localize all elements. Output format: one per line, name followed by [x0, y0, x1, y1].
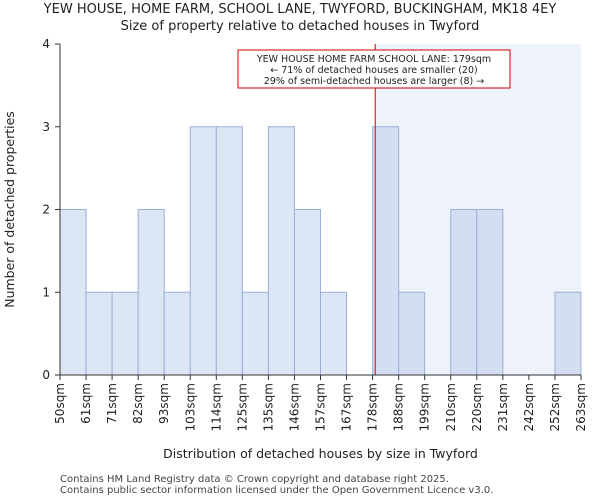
- x-tick-label: 263sqm: [574, 383, 588, 431]
- y-tick-label: 1: [42, 285, 50, 299]
- histogram-bar: [241, 291, 269, 376]
- x-tick-label: 50sqm: [53, 383, 67, 424]
- footer-licence: Contains public sector information licen…: [60, 485, 494, 496]
- histogram-bar: [398, 291, 426, 376]
- chart-title: YEW HOUSE, HOME FARM, SCHOOL LANE, TWYFO…: [43, 2, 557, 17]
- histogram-bar: [267, 126, 295, 376]
- y-tick-label: 4: [42, 37, 50, 51]
- x-tick-label: 135sqm: [261, 383, 275, 431]
- histogram-bar: [320, 291, 348, 376]
- histogram-bar: [450, 209, 478, 376]
- y-tick-label: 3: [42, 120, 50, 134]
- x-tick-label: 210sqm: [444, 383, 458, 431]
- histogram-chart: 0 1 2 3 4 50sqm 61sqm 71sqm 82sqm 93sqm 103sqm 114s…: [2, 37, 588, 461]
- x-tick-label: 188sqm: [392, 383, 406, 431]
- x-tick-label: 231sqm: [496, 383, 510, 431]
- x-axis-label: Distribution of detached houses by size …: [163, 446, 478, 461]
- x-tick-label: 252sqm: [548, 383, 562, 431]
- x-tick-label: 178sqm: [366, 383, 380, 431]
- histogram-bar: [554, 291, 582, 376]
- x-tick-label: 61sqm: [79, 383, 93, 424]
- annotation-box: [237, 49, 511, 89]
- x-tick-label: 125sqm: [235, 383, 249, 431]
- histogram-bar: [111, 291, 139, 376]
- chart-subtitle: Size of property relative to detached ho…: [120, 19, 480, 34]
- footer-copyright: Contains HM Land Registry data © Crown c…: [60, 474, 449, 485]
- histogram-bar: [189, 126, 217, 376]
- x-tick-label: 242sqm: [522, 383, 536, 431]
- x-tick-label: 71sqm: [105, 383, 119, 424]
- histogram-bar: [476, 209, 504, 376]
- x-tick-label: 199sqm: [418, 383, 432, 431]
- x-tick-label: 93sqm: [157, 383, 171, 424]
- annotation-line-2: ← 71% of detached houses are smaller (20…: [270, 65, 477, 76]
- histogram-bar: [215, 126, 243, 376]
- histogram-bar: [85, 291, 113, 376]
- histogram-bar: [293, 209, 322, 376]
- x-tick-label: 82sqm: [131, 383, 145, 424]
- histogram-bar: [372, 126, 400, 376]
- annotation-line-3: 29% of semi-detached houses are larger (…: [264, 76, 484, 87]
- histogram-bar: [137, 209, 165, 376]
- x-tick-label: 103sqm: [183, 383, 197, 431]
- x-tick-label: 114sqm: [209, 383, 223, 431]
- x-tick-label: 220sqm: [470, 383, 484, 431]
- y-tick-label: 2: [42, 203, 50, 217]
- y-tick-label: 0: [42, 368, 50, 382]
- annotation-line-1: YEW HOUSE HOME FARM SCHOOL LANE: 179sqm: [256, 54, 491, 65]
- histogram-bar: [163, 291, 191, 376]
- histogram-bar: [59, 209, 87, 376]
- x-tick-label: 167sqm: [340, 383, 354, 431]
- y-axis-label: Number of detached properties: [2, 111, 17, 308]
- x-tick-label: 146sqm: [287, 383, 301, 431]
- x-tick-label: 157sqm: [314, 383, 328, 431]
